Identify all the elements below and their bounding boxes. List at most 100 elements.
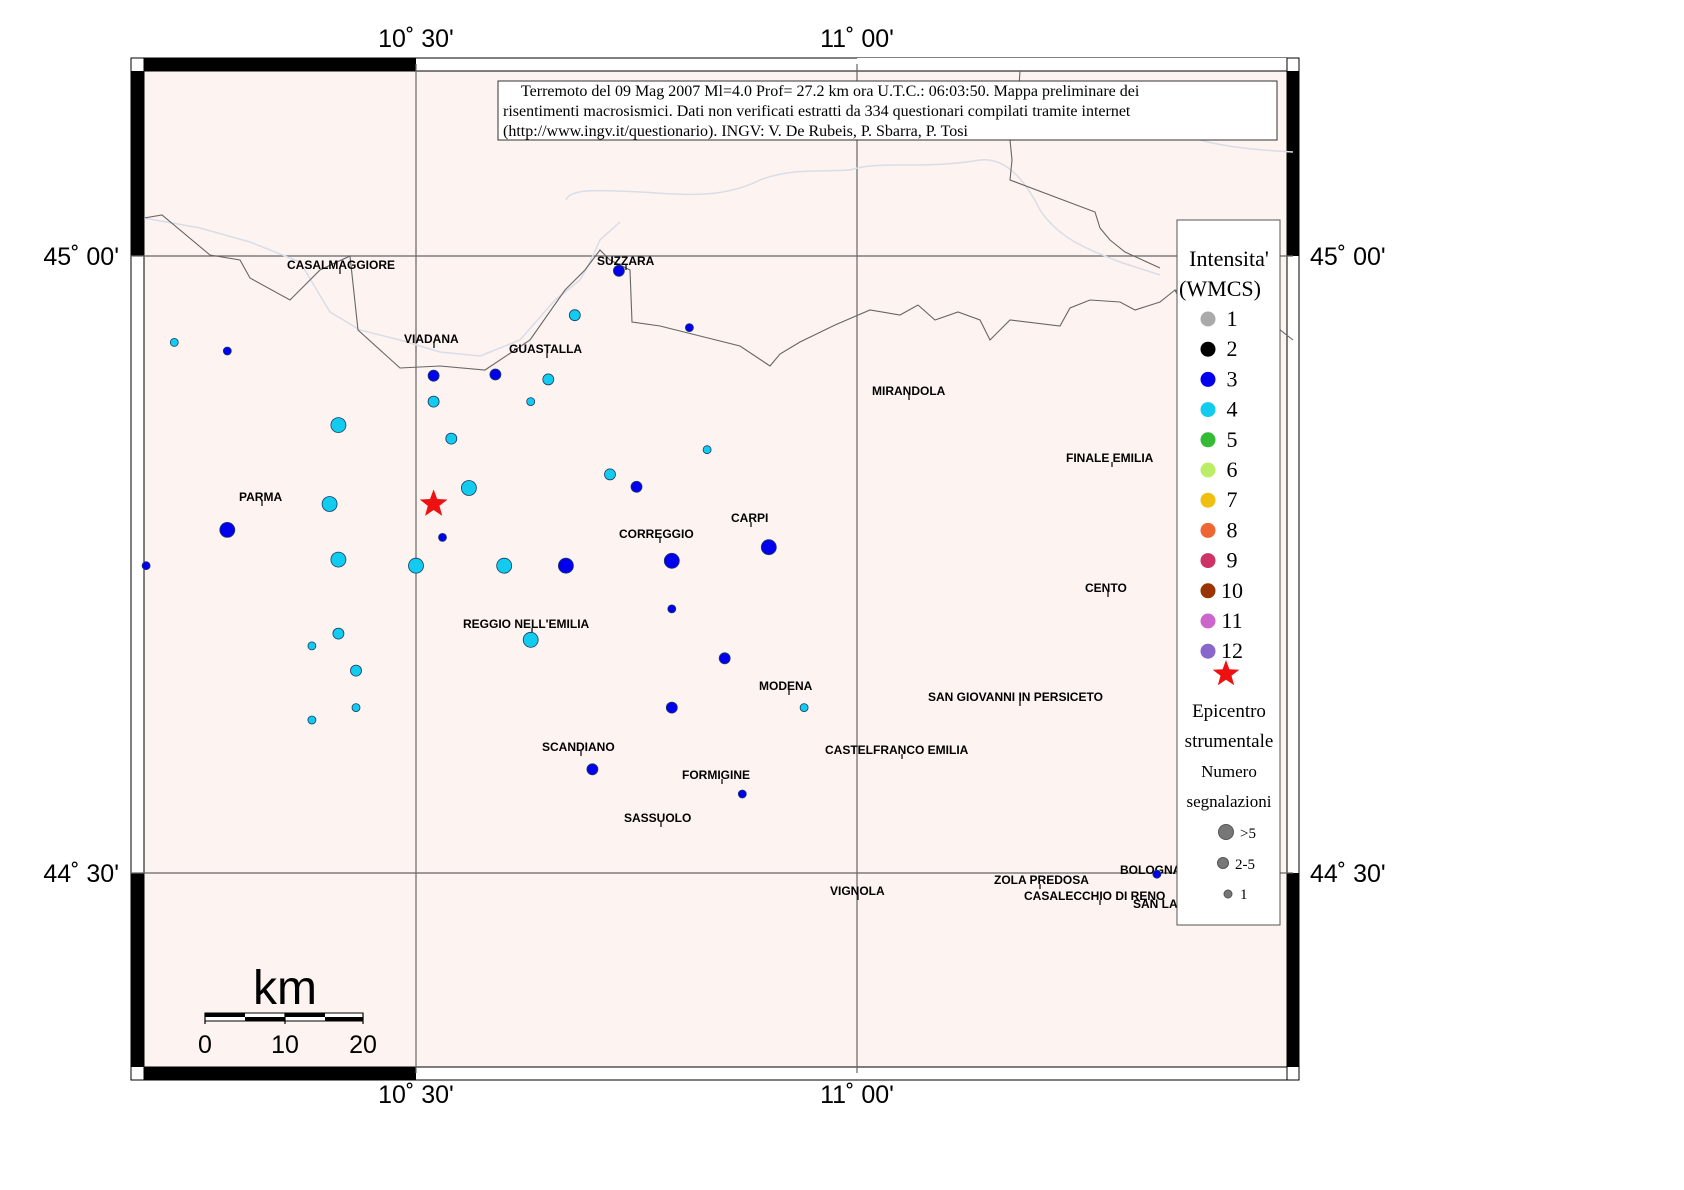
scale-tick-10: 10 <box>271 1031 299 1059</box>
legend-intensity-6-marker <box>1200 462 1216 478</box>
legend-intensity-5-marker <box>1200 432 1216 448</box>
legend-intensity-3-label: 3 <box>1227 366 1238 391</box>
legend-count-title-2: segnalazioni <box>1187 792 1272 811</box>
scale-tick-20: 20 <box>349 1031 377 1059</box>
town-casalecchio: CASALECCHIO DI RENO <box>1024 889 1165 903</box>
observation-point-0 <box>169 337 179 347</box>
observation-point-35 <box>799 703 809 712</box>
lon-label-bottom-1030: 10˚ 30' <box>378 1081 454 1109</box>
legend-intensity-2-marker <box>1200 341 1216 357</box>
town-scandiano: SCANDIANO <box>542 740 615 754</box>
observation-point-4 <box>330 417 347 434</box>
observation-point-25 <box>613 264 625 277</box>
observation-point-29 <box>667 604 677 614</box>
legend-intensity-12-label: 12 <box>1221 638 1243 663</box>
observation-point-11 <box>351 703 361 712</box>
legend-intensity-4-label: 4 <box>1227 397 1238 422</box>
observation-point-33 <box>702 445 712 455</box>
legend-intensity-6-label: 6 <box>1227 457 1238 482</box>
legend-count-small-marker <box>1223 889 1233 899</box>
town-castelfranco: CASTELFRANCO EMILIA <box>825 743 969 757</box>
legend-count-large-marker <box>1218 824 1234 840</box>
observation-point-17 <box>408 557 424 574</box>
observation-point-15 <box>460 480 477 496</box>
observation-point-10 <box>307 715 317 725</box>
legend-box <box>1176 219 1281 926</box>
town-san-lazzaro: SAN LA <box>1133 897 1178 911</box>
town-suzzara: SUZZARA <box>597 254 655 268</box>
observation-point-16 <box>438 533 447 542</box>
legend-intensity-11-label: 11 <box>1221 608 1242 633</box>
town-modena: MODENA <box>759 679 813 693</box>
town-reggio-emilia: REGGIO NELL'EMILIA <box>463 617 590 631</box>
legend-intensity-10-marker <box>1200 583 1216 599</box>
legend-epicenter-label-2: strumentale <box>1185 731 1274 752</box>
observation-point-26 <box>604 468 616 481</box>
town-carpi: CARPI <box>731 511 768 525</box>
lat-label-right-4430: 44˚ 30' <box>1310 860 1386 888</box>
observation-point-9 <box>350 664 362 677</box>
info-line-1: Terremoto del 09 Mag 2007 Ml=4.0 Prof= 2… <box>521 83 1140 100</box>
map-frame <box>130 57 1300 1081</box>
town-correggio: CORREGGIO <box>619 527 694 541</box>
town-parma: PARMA <box>239 490 282 504</box>
scale-unit: km <box>253 962 317 1015</box>
town-zola-predosa: ZOLA PREDOSA <box>994 873 1089 887</box>
observation-point-34 <box>760 539 777 556</box>
observation-point-22 <box>522 631 539 648</box>
legend-intensity-4-marker <box>1200 402 1216 418</box>
observation-point-18 <box>489 368 502 381</box>
legend-count-title-1: Numero <box>1201 762 1257 781</box>
town-casalmaggiore: CASALMAGGIORE <box>287 258 395 272</box>
observation-point-1 <box>222 346 232 356</box>
town-markers <box>261 265 1113 905</box>
observation-point-24 <box>568 309 581 322</box>
graticule-labels: 10˚ 30' 11˚ 00' 10˚ 30' 11˚ 00' 45˚ 00' … <box>43 25 1385 1109</box>
observation-point-37 <box>737 789 747 799</box>
scale-bar: km 0 10 20 <box>198 962 377 1059</box>
legend-intensity-8-marker <box>1200 522 1216 538</box>
legend-count-medium-marker <box>1217 857 1229 869</box>
legend-intensity-11-marker <box>1200 613 1216 629</box>
legend-intensity-1-label: 1 <box>1227 306 1238 331</box>
observation-point-8 <box>307 641 317 651</box>
legend-epicenter-label-1: Epicentro <box>1192 701 1266 722</box>
town-finale-emilia: FINALE EMILIA <box>1066 451 1154 465</box>
map-background <box>131 64 1293 1073</box>
observation-point-19 <box>526 397 536 407</box>
observation-point-38 <box>1152 869 1162 879</box>
info-box: Terremoto del 09 Mag 2007 Ml=4.0 Prof= 2… <box>497 80 1278 141</box>
observation-point-21 <box>496 557 513 574</box>
legend-intensity-9-marker <box>1200 553 1216 569</box>
observation-point-20 <box>542 373 555 386</box>
legend-count-large: >5 <box>1240 826 1256 842</box>
info-line-3: (http://www.ingv.it/questionario). INGV:… <box>503 123 969 140</box>
legend-epicenter-star <box>1212 660 1240 686</box>
legend-intensity-7-marker <box>1200 492 1216 508</box>
epicenter-star <box>419 489 448 516</box>
lon-label-top-1100: 11˚ 00' <box>820 25 894 53</box>
observation-point-5 <box>321 496 338 512</box>
observation-point-6 <box>330 551 347 568</box>
observation-point-3 <box>219 522 236 538</box>
town-labels: CASALMAGGIORE SUZZARA VIADANA GUASTALLA … <box>239 254 1182 911</box>
legend-intensity-7-label: 7 <box>1227 487 1238 512</box>
observation-point-31 <box>718 652 731 665</box>
lat-label-left-4500: 45˚ 00' <box>43 243 119 271</box>
legend-intensity-5-label: 5 <box>1227 427 1238 452</box>
lat-label-right-4500: 45˚ 00' <box>1310 243 1386 271</box>
legend-title-1: Intensita' <box>1189 246 1269 271</box>
town-viadana: VIADANA <box>404 332 459 346</box>
legend-intensity-8-label: 8 <box>1227 517 1238 542</box>
observation-points <box>141 264 1162 879</box>
legend-intensity-1-marker <box>1200 311 1216 327</box>
legend-intensity-12-marker <box>1200 643 1216 659</box>
town-formigine: FORMIGINE <box>682 768 750 782</box>
observation-point-13 <box>427 395 440 408</box>
town-san-giovanni: SAN GIOVANNI IN PERSICETO <box>928 690 1103 704</box>
observation-point-27 <box>630 480 643 493</box>
observation-point-36 <box>586 763 599 776</box>
town-guastalla: GUASTALLA <box>509 342 582 356</box>
